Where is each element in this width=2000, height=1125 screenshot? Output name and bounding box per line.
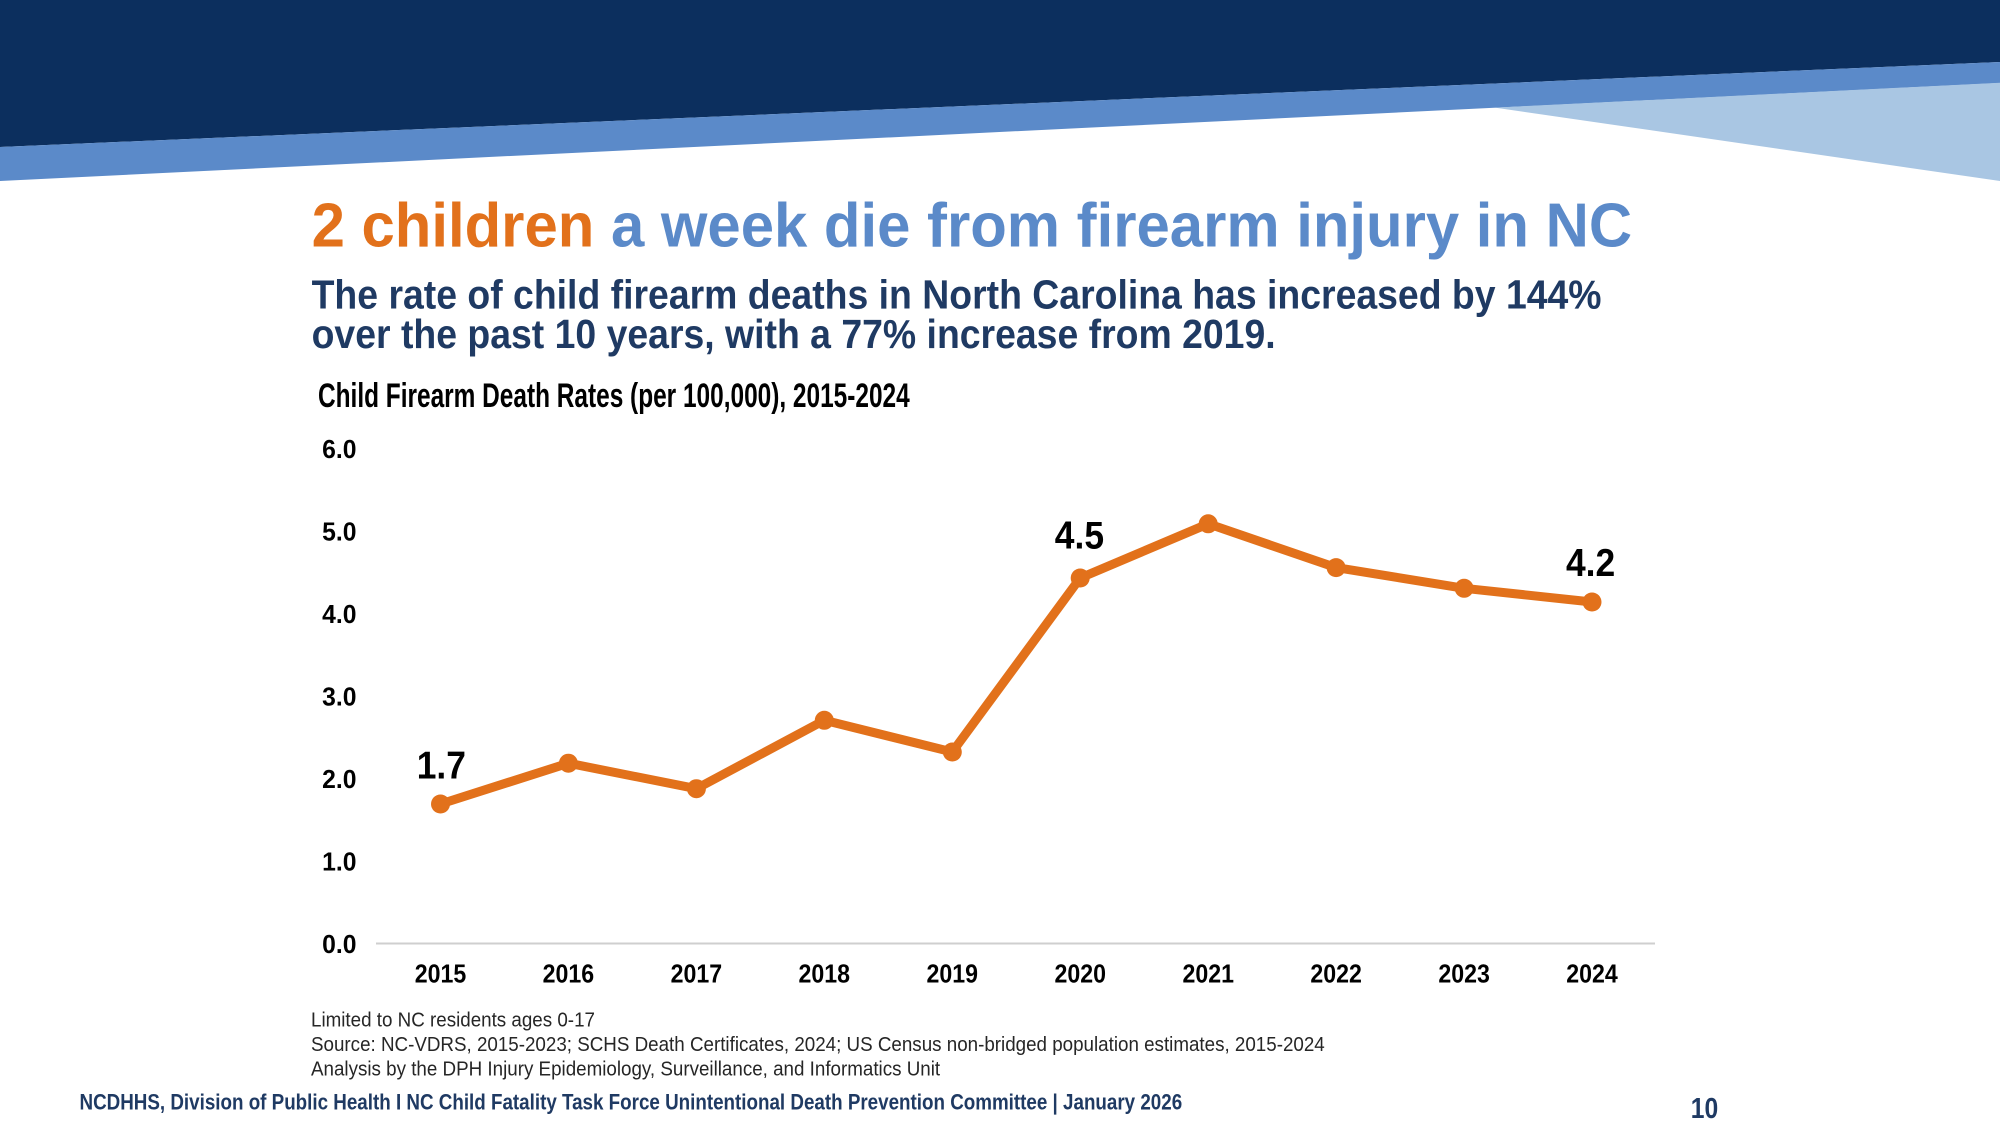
svg-text:over the past 10 years, with a: over the past 10 years, with a 77% incre…	[312, 313, 1276, 358]
svg-text:5.0: 5.0	[322, 518, 356, 547]
svg-text:1.7: 1.7	[417, 744, 466, 787]
svg-text:4.0: 4.0	[322, 600, 356, 629]
svg-text:Child Firearm Death Rates (per: Child Firearm Death Rates (per 100,000),…	[318, 377, 910, 415]
svg-text:4.5: 4.5	[1055, 514, 1104, 557]
svg-text:2015: 2015	[415, 960, 466, 989]
svg-text:1.0: 1.0	[322, 848, 356, 877]
svg-text:4.2: 4.2	[1566, 542, 1615, 585]
svg-text:2.0: 2.0	[322, 765, 356, 794]
svg-text:Source: NC-VDRS, 2015-2023; SC: Source: NC-VDRS, 2015-2023; SCHS Death C…	[311, 1033, 1325, 1056]
svg-text:NCDHHS, Division of Public Hea: NCDHHS, Division of Public Health I NC C…	[80, 1090, 1183, 1115]
svg-text:3.0: 3.0	[322, 683, 356, 712]
svg-text:2019: 2019	[927, 960, 978, 989]
svg-text:Analysis by the DPH Injury Epi: Analysis by the DPH Injury Epidemiology,…	[311, 1058, 941, 1081]
svg-text:2018: 2018	[799, 960, 850, 989]
svg-text:2017: 2017	[671, 960, 722, 989]
svg-text:6.0: 6.0	[322, 435, 356, 464]
svg-text:2023: 2023	[1438, 960, 1489, 989]
svg-text:2021: 2021	[1182, 960, 1233, 989]
svg-text:The rate of child firearm deat: The rate of child firearm deaths in Nort…	[312, 273, 1602, 318]
svg-text:2020: 2020	[1054, 960, 1105, 989]
svg-text:2016: 2016	[543, 960, 594, 989]
svg-text:2022: 2022	[1310, 960, 1361, 989]
svg-text:10: 10	[1691, 1092, 1718, 1124]
svg-text:2 children a week die from fir: 2 children a week die from firearm injur…	[312, 191, 1632, 260]
svg-text:Limited to NC residents ages 0: Limited to NC residents ages 0-17	[311, 1009, 595, 1032]
svg-text:2024: 2024	[1566, 960, 1618, 989]
svg-text:0.0: 0.0	[322, 930, 356, 959]
